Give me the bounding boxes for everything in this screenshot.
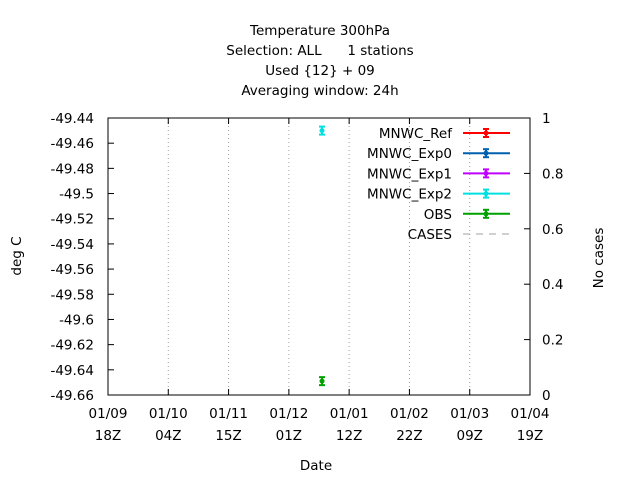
legend-marker [483, 168, 489, 179]
y2-tick-label: 0.6 [542, 222, 563, 238]
y-axis-ticks: -49.44 -49.46 -49.48 -49.5 -49.52 -49.54 -49.5… [50, 111, 114, 404]
y-tick-label: -49.56 [50, 262, 94, 278]
x-tick-time: 01Z [276, 428, 302, 444]
data-point [319, 125, 326, 136]
y2-tick-label: 0.8 [542, 166, 563, 182]
x-tick-time: 22Z [396, 428, 422, 444]
y2-tick-label: 0.2 [542, 333, 563, 349]
legend-label: MNWC_Exp1 [367, 166, 452, 182]
y-tick-label: -49.52 [50, 212, 94, 228]
y-axis-label: deg C [9, 236, 25, 275]
x-tick-date: 01/10 [149, 406, 188, 422]
y-tick-label: -49.48 [50, 161, 94, 177]
y-tick-label: -49.66 [50, 388, 94, 404]
x-tick-time: 19Z [517, 428, 543, 444]
title-line: Selection: ALL 1 stations [226, 43, 413, 59]
x-tick-time: 09Z [456, 428, 482, 444]
y2-axis-label: No cases [591, 228, 607, 289]
x-tick-date: 01/04 [511, 406, 550, 422]
legend-marker [483, 188, 489, 199]
legend-label: CASES [408, 227, 452, 243]
chart-title: Temperature 300hPa Selection: ALL 1 stati… [226, 23, 413, 99]
marker-dot [483, 211, 489, 217]
y2-tick-label: 0 [542, 388, 551, 404]
title-line: Temperature 300hPa [249, 23, 390, 39]
marker-dot [483, 170, 489, 176]
y2-tick-label: 1 [542, 111, 551, 127]
marker-dot [483, 130, 489, 136]
y-tick-label: -49.44 [50, 111, 94, 127]
data-point [319, 376, 326, 387]
y-tick-label: -49.64 [50, 363, 94, 379]
x-tick-date: 01/12 [269, 406, 308, 422]
x-tick-date: 01/09 [89, 406, 128, 422]
legend-marker [483, 148, 489, 159]
legend-label: MNWC_Exp0 [367, 146, 452, 162]
y-tick-label: -49.46 [50, 136, 94, 152]
y2-tick-label: 0.4 [542, 277, 563, 293]
legend: MNWC_Ref MNWC_Exp0 MNWC_Exp1 MNWC_Exp2 OBS CA… [367, 126, 510, 243]
marker-dot [483, 150, 489, 156]
title-line: Used {12} + 09 [265, 63, 375, 79]
y-tick-label: -49.62 [50, 338, 94, 354]
x-tick-time: 12Z [336, 428, 362, 444]
marker-dot [319, 128, 325, 134]
x-axis-ticks: 01/09 18Z 01/10 04Z 01/11 15Z 01/12 01Z 01/01 12Z… [89, 118, 550, 444]
title-line: Averaging window: 24h [241, 83, 398, 99]
y-tick-label: -49.58 [50, 287, 94, 303]
legend-marker [483, 208, 489, 219]
legend-label: MNWC_Ref [379, 126, 453, 142]
y2-axis-ticks: 1 0.8 0.6 0.4 0.2 0 [524, 111, 563, 404]
legend-label: MNWC_Exp2 [367, 187, 452, 203]
x-tick-date: 01/03 [450, 406, 489, 422]
x-tick-time: 04Z [155, 428, 181, 444]
legend-marker [483, 128, 489, 138]
x-tick-date: 01/02 [390, 406, 429, 422]
y-tick-label: -49.54 [50, 237, 94, 253]
plot-area [107, 117, 531, 396]
x-axis-label: Date [300, 458, 332, 474]
y-tick-label: -49.5 [59, 187, 94, 203]
x-tick-time: 15Z [215, 428, 241, 444]
marker-dot [319, 378, 325, 384]
x-tick-time: 18Z [95, 428, 121, 444]
marker-dot [483, 191, 489, 197]
x-tick-date: 01/01 [330, 406, 369, 422]
legend-label: OBS [424, 207, 452, 223]
y-tick-label: -49.6 [59, 312, 94, 328]
data-points [319, 125, 326, 387]
x-tick-date: 01/11 [209, 406, 248, 422]
